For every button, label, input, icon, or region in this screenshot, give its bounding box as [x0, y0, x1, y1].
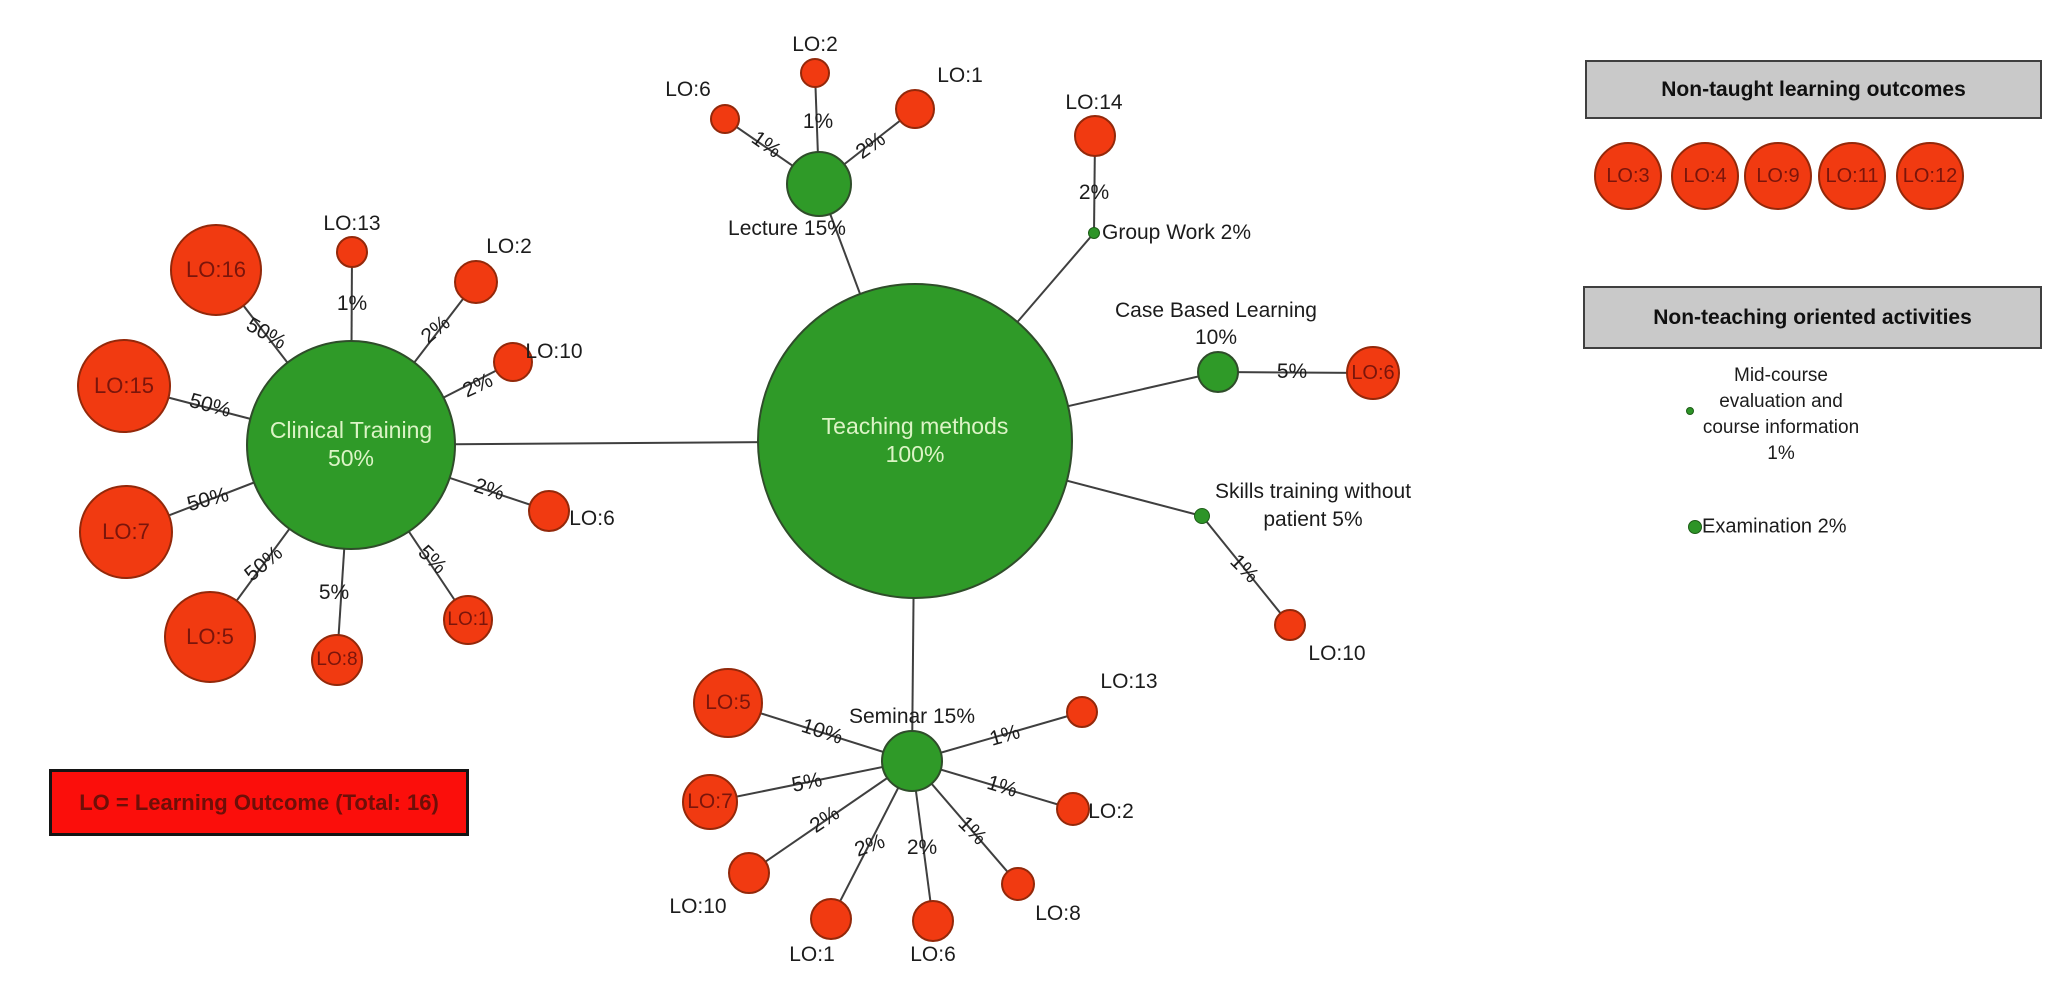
node-ct-lo13 — [336, 236, 368, 268]
node-sem-lo10 — [728, 852, 770, 894]
node-ct-lo6 — [528, 490, 570, 532]
node-nt-lo9: LO:9 — [1744, 142, 1812, 210]
label-seminar: Seminar 15% — [848, 705, 976, 728]
node-lec-lo2 — [800, 58, 830, 88]
label-cbl-line1: Case Based Learning — [1115, 299, 1317, 322]
label-sem-lo1: LO:1 — [789, 943, 835, 966]
node-ct-lo7: LO:7 — [79, 485, 173, 579]
label-ct-lo10: LO:10 — [525, 340, 583, 363]
mid-course-line-3: course information — [1702, 417, 1860, 438]
mid-course-label: Mid-course evaluation and course informa… — [1703, 363, 1859, 467]
node-sem-lo8 — [1001, 867, 1035, 901]
label-sem-lo6: LO:6 — [910, 943, 956, 966]
node-skills-training-dot — [1194, 508, 1210, 524]
edge-skills-lo10 — [1201, 515, 1291, 626]
node-sem-lo1 — [810, 898, 852, 940]
mid-course-line-4: 1% — [1767, 443, 1795, 464]
node-cbl-lo6: LO:6 — [1346, 346, 1400, 400]
label-lecture: Lecture 15% — [728, 217, 846, 240]
legend-text: LO = Learning Outcome (Total: 16) — [79, 789, 439, 815]
node-ct-lo8: LO:8 — [311, 634, 363, 686]
label-sem-lo10: LO:10 — [669, 895, 727, 918]
node-ct-lo1: LO:1 — [443, 595, 493, 645]
legend-box: LO = Learning Outcome (Total: 16) — [49, 769, 469, 836]
examination-label: Examination 2% — [1702, 515, 1847, 538]
label-lec-lo1: LO:1 — [937, 64, 983, 87]
label-cbl-line2: 10% — [1194, 326, 1238, 349]
node-group-work-dot — [1088, 227, 1100, 239]
node-lec-lo6 — [710, 104, 740, 134]
node-seminar — [881, 730, 943, 792]
node-lec-lo1 — [895, 89, 935, 129]
label-lec-lo2: LO:2 — [792, 33, 838, 56]
label-ct-lo6: LO:6 — [569, 507, 615, 530]
label-sk-lo10: LO:10 — [1308, 642, 1366, 665]
node-sem-lo2 — [1056, 792, 1090, 826]
edge-seminar-lo10 — [748, 760, 913, 874]
label-skills-line2: patient 5% — [1263, 508, 1363, 531]
node-ct-lo16: LO:16 — [170, 224, 262, 316]
node-ct-lo15: LO:15 — [77, 339, 171, 433]
label-skills-line1: Skills training without — [1214, 480, 1412, 503]
label-gw-lo14: LO:14 — [1065, 91, 1123, 114]
node-case-based-learning — [1197, 351, 1239, 393]
edge-label-groupwork: 2% — [1078, 181, 1110, 204]
label-group-work: Group Work 2% — [1102, 221, 1251, 244]
edge-label-ct-lo8: 5% — [318, 581, 350, 604]
mid-course-dot — [1686, 407, 1694, 415]
mid-course-line-2: evaluation and — [1719, 391, 1843, 412]
node-ct-lo2 — [454, 260, 498, 304]
node-ct-lo5: LO:5 — [164, 591, 256, 683]
edge-label-ct-lo13: 1% — [336, 292, 368, 315]
node-sk-lo10 — [1274, 609, 1306, 641]
node-sem-lo6 — [912, 900, 954, 942]
node-ct-lo10 — [493, 342, 533, 382]
edge-label-sem-lo6: 2% — [906, 836, 938, 859]
non-teaching-panel-header: Non-teaching oriented activities — [1583, 286, 2042, 349]
node-sem-lo5: LO:5 — [693, 668, 763, 738]
node-nt-lo4: LO:4 — [1671, 142, 1739, 210]
label-sem-lo13: LO:13 — [1100, 670, 1158, 693]
node-nt-lo3: LO:3 — [1594, 142, 1662, 210]
node-lecture — [786, 151, 852, 217]
label-sem-lo2: LO:2 — [1088, 800, 1134, 823]
non-teaching-panel-title: Non-teaching oriented activities — [1653, 305, 1972, 329]
edge-label-cbl: 5% — [1276, 360, 1308, 383]
non-taught-panel-title: Non-taught learning outcomes — [1661, 77, 1966, 101]
label-sem-lo8: LO:8 — [1035, 902, 1081, 925]
node-teaching-methods: Teaching methods 100% — [757, 283, 1073, 599]
node-sem-lo13 — [1066, 696, 1098, 728]
node-clinical-training: Clinical Training 50% — [246, 340, 456, 550]
label-ct-lo13: LO:13 — [323, 212, 381, 235]
non-taught-panel-header: Non-taught learning outcomes — [1585, 60, 2042, 119]
edge-seminar-lo7 — [709, 760, 913, 803]
node-nt-lo12: LO:12 — [1896, 142, 1964, 210]
node-nt-lo11: LO:11 — [1818, 142, 1886, 210]
edge-label-lec-lo2: 1% — [802, 110, 834, 133]
label-ct-lo2: LO:2 — [486, 235, 532, 258]
node-gw-lo14 — [1074, 115, 1116, 157]
mid-course-line-1: Mid-course — [1734, 365, 1828, 386]
examination-dot — [1688, 520, 1702, 534]
label-lec-lo6: LO:6 — [665, 78, 711, 101]
node-sem-lo7: LO:7 — [682, 774, 738, 830]
